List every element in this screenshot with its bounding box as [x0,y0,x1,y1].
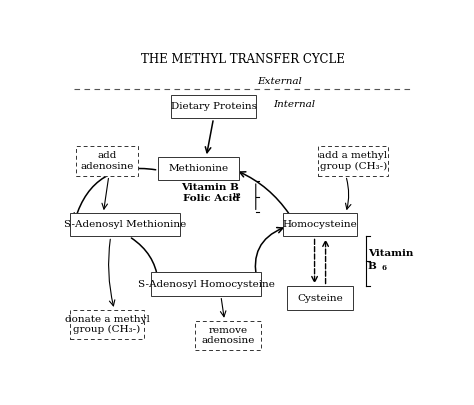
FancyBboxPatch shape [76,146,138,176]
FancyBboxPatch shape [151,272,261,296]
FancyBboxPatch shape [195,321,261,350]
Text: remove
adenosine: remove adenosine [201,326,255,345]
Text: 6: 6 [382,264,387,272]
FancyBboxPatch shape [171,95,256,118]
Text: S-Adenosyl Methionine: S-Adenosyl Methionine [64,220,186,229]
FancyBboxPatch shape [70,310,144,339]
Text: donate a methyl
group (CH₃-): donate a methyl group (CH₃-) [64,315,149,335]
Text: Cysteine: Cysteine [297,294,343,303]
Text: THE METHYL TRANSFER CYCLE: THE METHYL TRANSFER CYCLE [141,53,345,66]
FancyBboxPatch shape [70,213,181,237]
Text: Folic Acid: Folic Acid [183,194,239,203]
Text: add
adenosine: add adenosine [80,151,134,171]
Text: S-Adenosyl Homocysteine: S-Adenosyl Homocysteine [138,279,274,288]
Text: External: External [257,77,302,86]
Text: 12: 12 [231,192,241,200]
FancyBboxPatch shape [318,146,388,176]
FancyBboxPatch shape [283,213,357,237]
FancyBboxPatch shape [158,157,239,180]
Text: Dietary Proteins: Dietary Proteins [171,102,256,111]
Text: Homocysteine: Homocysteine [283,220,357,229]
Text: Internal: Internal [273,100,315,109]
Text: add a methyl
group (CH₃-): add a methyl group (CH₃-) [319,151,387,171]
FancyBboxPatch shape [287,286,353,310]
Text: Vitamin B: Vitamin B [182,183,239,192]
Text: B: B [368,262,377,271]
Text: Methionine: Methionine [169,164,229,173]
Text: Vitamin: Vitamin [368,249,413,258]
